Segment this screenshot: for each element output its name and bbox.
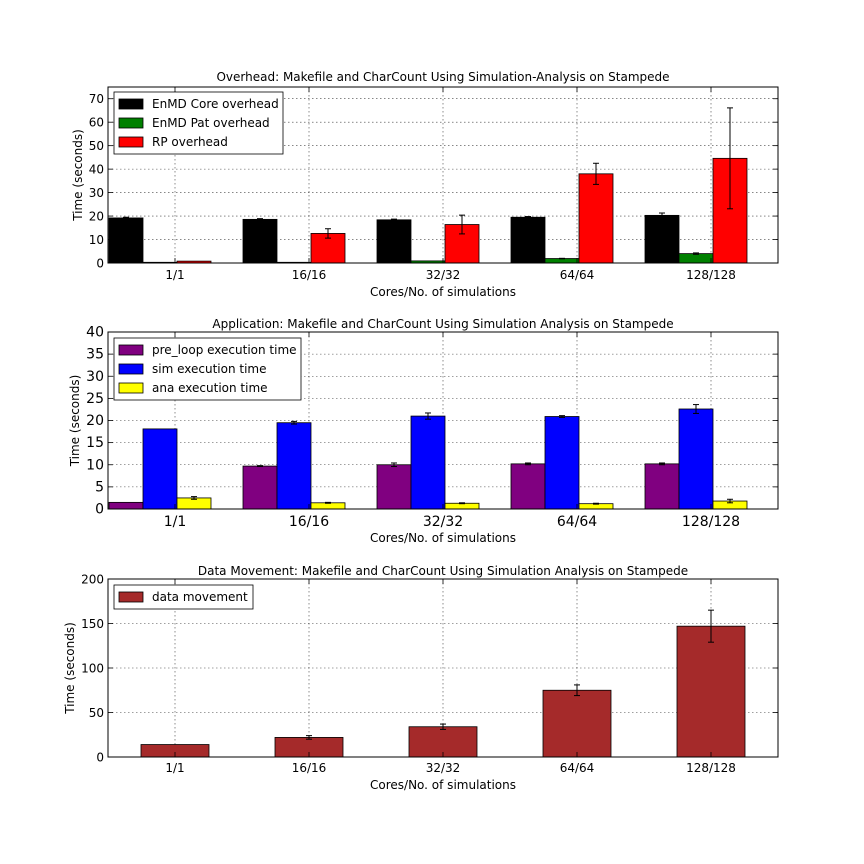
legend-swatch [118, 591, 144, 603]
x-tick-label: 32/32 [423, 514, 463, 530]
y-tick-label: 100 [81, 662, 104, 676]
chart-panel-2: Application: Makefile and CharCount Usin… [68, 317, 779, 545]
y-tick-label: 40 [89, 163, 104, 177]
bar [544, 416, 580, 510]
bar [376, 464, 412, 510]
x-tick-label: 1/1 [165, 268, 184, 282]
bar [676, 625, 746, 758]
x-tick-label: 32/32 [426, 268, 461, 282]
x-tick-label: 64/64 [560, 268, 595, 282]
bar [276, 422, 312, 510]
y-tick-label: 10 [86, 457, 104, 473]
y-axis-label: Time (seconds) [68, 375, 82, 468]
x-tick-label: 128/128 [686, 268, 736, 282]
bar [108, 501, 144, 510]
legend-label: RP overhead [152, 135, 228, 149]
x-axis-label: Cores/No. of simulations [370, 531, 516, 545]
y-tick-label: 0 [95, 502, 104, 518]
bar [510, 463, 546, 510]
y-tick-label: 30 [86, 369, 104, 385]
y-tick-label: 10 [89, 233, 104, 247]
chart-title: Data Movement: Makefile and CharCount Us… [198, 564, 688, 578]
bar [142, 428, 178, 510]
legend-swatch [118, 117, 144, 129]
bar [108, 217, 144, 264]
bar [376, 219, 412, 264]
bar [410, 415, 446, 510]
bar [510, 216, 546, 264]
bar [578, 173, 614, 264]
bar [644, 214, 680, 264]
y-tick-label: 0 [96, 257, 104, 271]
x-tick-label: 128/128 [682, 514, 740, 530]
bar [242, 218, 278, 264]
x-axis-label: Cores/No. of simulations [370, 285, 516, 299]
y-tick-label: 35 [86, 347, 104, 363]
x-tick-label: 128/128 [686, 761, 736, 775]
bar [542, 689, 612, 758]
legend-box [113, 337, 302, 401]
y-tick-label: 60 [89, 116, 104, 130]
legend-swatch [118, 382, 144, 394]
x-tick-label: 1/1 [164, 514, 187, 530]
y-axis-label: Time (seconds) [71, 129, 85, 222]
legend: EnMD Core overhead EnMD Pat overhead RP ov… [113, 91, 284, 155]
y-tick-label: 25 [86, 391, 104, 407]
legend-label: EnMD Pat overhead [152, 116, 270, 130]
x-tick-label: 16/16 [292, 268, 327, 282]
legend-swatch [118, 363, 144, 375]
x-tick-label: 16/16 [292, 761, 327, 775]
chart-panel-3: Data Movement: Makefile and CharCount Us… [63, 564, 779, 792]
legend-swatch [118, 136, 144, 148]
y-tick-label: 15 [86, 435, 104, 451]
legend: data movement [113, 584, 254, 610]
chart-title: Application: Makefile and CharCount Usin… [212, 317, 673, 331]
x-tick-label: 32/32 [426, 761, 461, 775]
y-tick-label: 30 [89, 186, 104, 200]
bar [678, 408, 714, 510]
bar [644, 463, 680, 510]
y-axis-label: Time (seconds) [63, 622, 77, 715]
legend-label: sim execution time [152, 362, 267, 376]
legend-label: data movement [152, 590, 248, 604]
chart-title: Overhead: Makefile and CharCount Using S… [216, 70, 669, 84]
x-axis-label: Cores/No. of simulations [370, 778, 516, 792]
legend-label: ana execution time [152, 381, 268, 395]
y-tick-label: 5 [95, 479, 104, 495]
legend-swatch [118, 98, 144, 110]
legend: pre_loop execution time sim execution tim… [113, 337, 302, 401]
y-tick-label: 40 [86, 325, 104, 341]
x-tick-label: 16/16 [289, 514, 329, 530]
x-tick-label: 64/64 [557, 514, 597, 530]
y-tick-label: 20 [86, 413, 104, 429]
y-tick-label: 0 [96, 751, 104, 765]
x-tick-label: 1/1 [165, 761, 184, 775]
y-tick-label: 70 [89, 92, 104, 106]
legend-label: pre_loop execution time [152, 343, 297, 357]
legend-label: EnMD Core overhead [152, 97, 279, 111]
bar [242, 465, 278, 510]
y-tick-label: 50 [89, 139, 104, 153]
legend-swatch [118, 344, 144, 356]
y-tick-label: 20 [89, 210, 104, 224]
y-tick-label: 150 [81, 617, 104, 631]
y-tick-label: 50 [89, 706, 104, 720]
x-tick-label: 64/64 [560, 761, 595, 775]
bar [678, 253, 714, 264]
y-tick-label: 200 [81, 573, 104, 587]
chart-panel-1: Overhead: Makefile and CharCount Using S… [71, 70, 779, 299]
